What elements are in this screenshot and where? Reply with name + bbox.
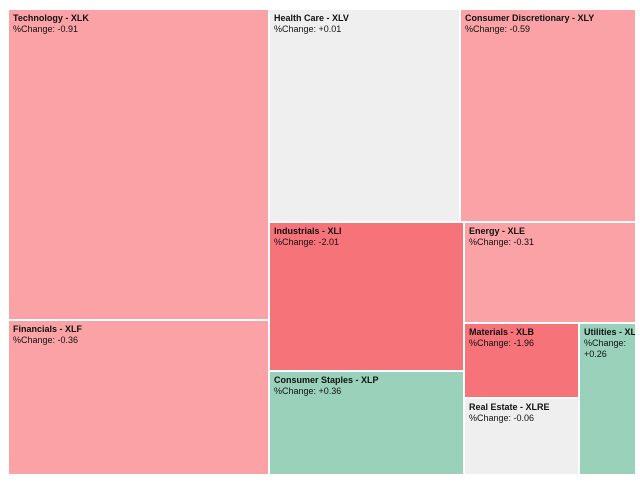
change-caption: %Change: <box>584 338 627 348</box>
sector-name-label: Utilities - XLU <box>584 327 636 337</box>
sector-tile: Consumer Discretionary - XLY %Change: -0.… <box>460 9 636 222</box>
sector-name-label: Materials - XLB <box>469 327 535 337</box>
sector-change-label: %Change: -0.36 <box>13 335 264 346</box>
sector-tile: Real Estate - XLRE %Change: -0.06 <box>464 398 579 475</box>
change-caption: %Change: <box>274 24 317 34</box>
change-caption: %Change: <box>469 338 512 348</box>
change-value: +0.01 <box>316 24 342 34</box>
change-caption: %Change: <box>274 386 317 396</box>
sector-name-label: Technology - XLK <box>13 13 89 23</box>
change-value: -0.59 <box>507 24 531 34</box>
change-value: -0.36 <box>55 335 79 345</box>
sector-change-label: %Change: +0.26 <box>584 338 631 360</box>
sector-name-label: Financials - XLF <box>13 324 83 334</box>
sector-name-label: Industrials - XLI <box>274 226 342 236</box>
sector-change-label: %Change: -0.31 <box>469 237 631 248</box>
change-caption: %Change: <box>274 237 317 247</box>
sector-change-label: %Change: +0.36 <box>274 386 459 397</box>
change-caption: %Change: <box>465 24 508 34</box>
change-value: -1.96 <box>511 338 535 348</box>
sector-tile: Technology - XLK %Change: -0.91 <box>8 9 269 320</box>
sector-name-label: Consumer Staples - XLP <box>274 375 379 385</box>
sector-name-label: Real Estate - XLRE <box>469 402 550 412</box>
change-value: -2.01 <box>316 237 340 247</box>
sector-tile: Consumer Staples - XLP %Change: +0.36 <box>269 371 464 475</box>
change-caption: %Change: <box>13 335 56 345</box>
sector-change-label: %Change: +0.01 <box>274 24 455 35</box>
sector-tile: Industrials - XLI %Change: -2.01 <box>269 222 464 371</box>
sector-tile: Materials - XLB %Change: -1.96 <box>464 323 579 398</box>
sector-tile: Energy - XLE %Change: -0.31 <box>464 222 636 323</box>
sector-name-label: Health Care - XLV <box>274 13 349 23</box>
change-caption: %Change: <box>469 413 512 423</box>
change-value: +0.26 <box>584 349 607 359</box>
sector-change-label: %Change: -0.59 <box>465 24 631 35</box>
sector-change-label: %Change: -0.91 <box>13 24 264 35</box>
sector-change-label: %Change: -1.96 <box>469 338 574 349</box>
sector-change-label: %Change: -0.06 <box>469 413 574 424</box>
sector-name-label: Energy - XLE <box>469 226 526 236</box>
sector-tile: Health Care - XLV %Change: +0.01 <box>269 9 460 222</box>
sector-name-label: Consumer Discretionary - XLY <box>465 13 595 23</box>
change-caption: %Change: <box>13 24 56 34</box>
change-caption: %Change: <box>469 237 512 247</box>
change-value: -0.06 <box>511 413 535 423</box>
change-value: -0.31 <box>511 237 535 247</box>
change-value: +0.36 <box>316 386 342 396</box>
change-value: -0.91 <box>55 24 79 34</box>
sector-tile: Financials - XLF %Change: -0.36 <box>8 320 269 475</box>
sector-change-label: %Change: -2.01 <box>274 237 459 248</box>
sector-tile: Utilities - XLU%Change:+0.26 <box>579 323 636 475</box>
